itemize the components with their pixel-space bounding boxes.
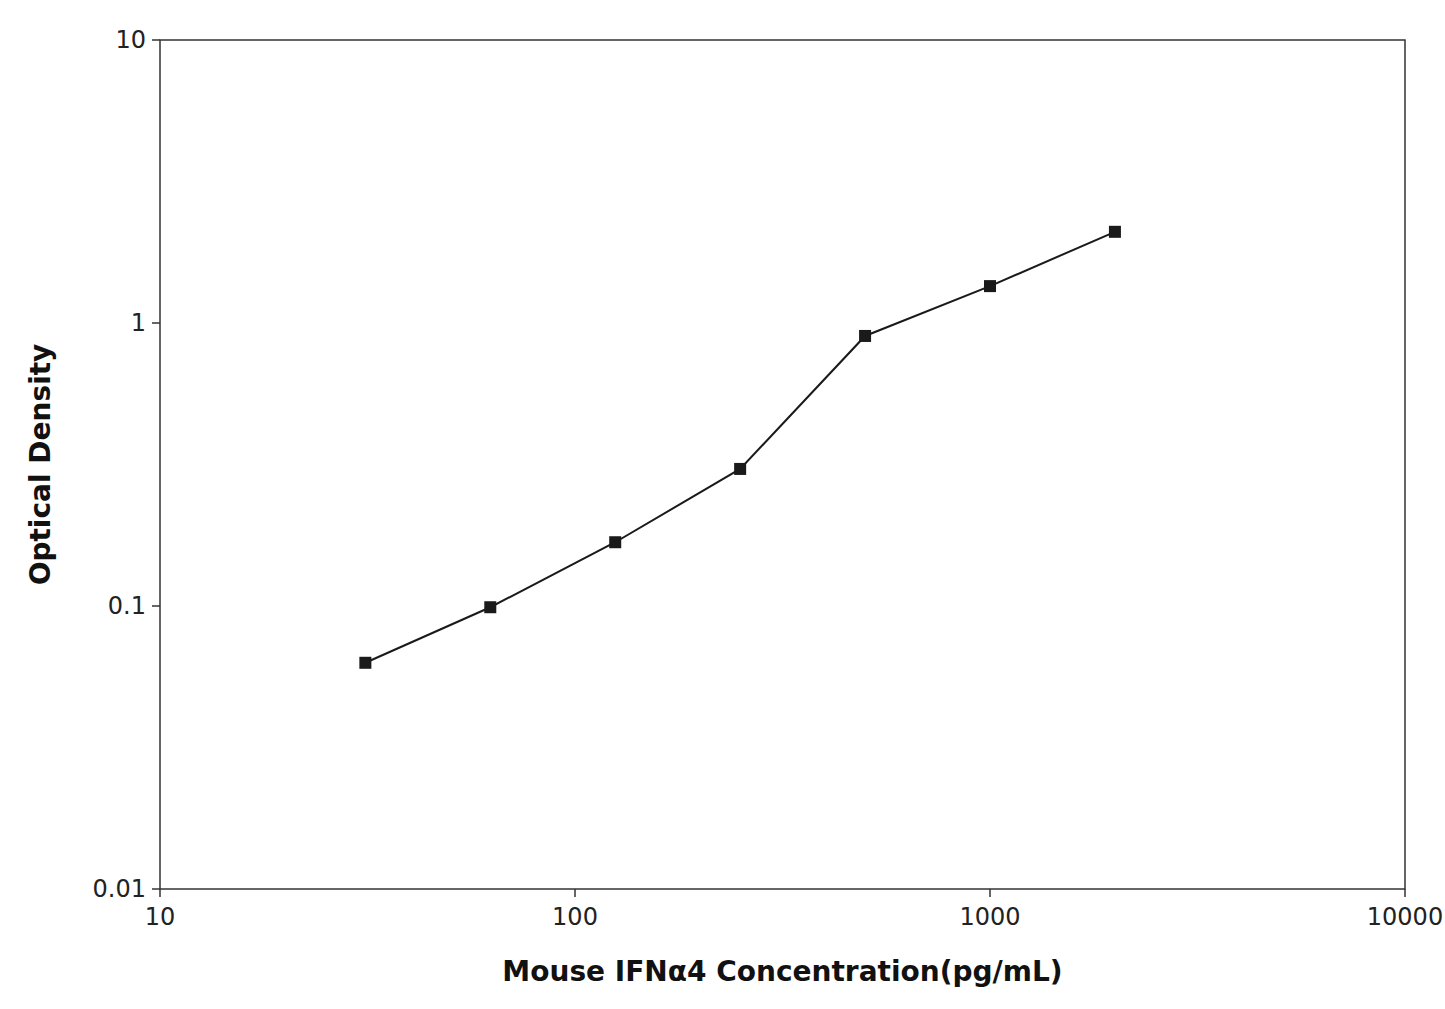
y-tick xyxy=(152,888,160,890)
data-point xyxy=(609,536,621,548)
x-tick-label: 100 xyxy=(552,903,598,931)
x-tick xyxy=(574,889,576,897)
y-axis-label: Optical Density xyxy=(24,344,57,586)
x-tick xyxy=(159,889,161,897)
axes: 10 100 1000 10000 0.01 0.1 1 10 xyxy=(93,26,1444,931)
data-line xyxy=(365,232,1115,663)
chart-container: 10 100 1000 10000 0.01 0.1 1 10 Mouse IFNα4 Conc… xyxy=(0,0,1445,1009)
y-tick-label: 0.1 xyxy=(108,592,146,620)
y-tick-label: 10 xyxy=(115,26,146,54)
data-point xyxy=(984,280,996,292)
x-tick-label: 1000 xyxy=(959,903,1020,931)
plot-frame xyxy=(160,40,1405,889)
x-tick xyxy=(989,889,991,897)
data-point xyxy=(734,463,746,475)
data-point xyxy=(859,330,871,342)
data-layer xyxy=(359,226,1121,669)
y-tick xyxy=(152,39,160,41)
x-tick-label: 10000 xyxy=(1367,903,1443,931)
y-tick xyxy=(152,605,160,607)
x-tick-label: 10 xyxy=(145,903,176,931)
y-tick-label: 0.01 xyxy=(93,875,146,903)
y-tick-label: 1 xyxy=(131,309,146,337)
x-axis-label: Mouse IFNα4 Concentration(pg/mL) xyxy=(502,955,1062,988)
data-point xyxy=(1109,226,1121,238)
data-point xyxy=(359,657,371,669)
x-tick xyxy=(1404,889,1406,897)
y-tick xyxy=(152,322,160,324)
data-point xyxy=(484,601,496,613)
chart-svg: 10 100 1000 10000 0.01 0.1 1 10 Mouse IFNα4 Conc… xyxy=(0,0,1445,1009)
